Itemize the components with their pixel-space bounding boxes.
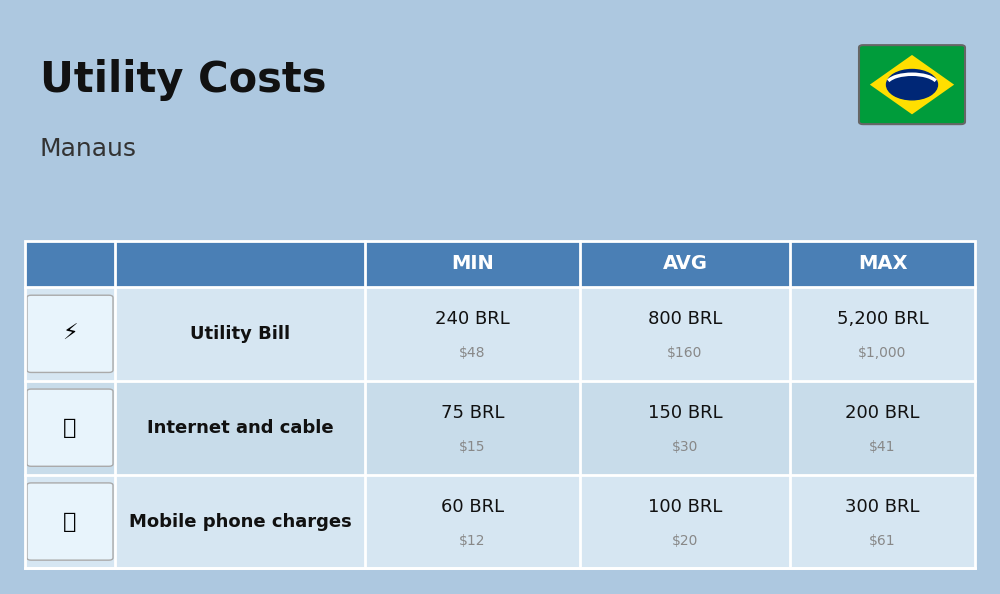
FancyBboxPatch shape (580, 475, 790, 568)
Text: $12: $12 (459, 533, 486, 548)
Text: 150 BRL: 150 BRL (648, 404, 722, 422)
Text: $48: $48 (459, 346, 486, 360)
FancyBboxPatch shape (365, 241, 580, 287)
FancyBboxPatch shape (859, 45, 965, 124)
FancyBboxPatch shape (790, 381, 975, 475)
FancyBboxPatch shape (115, 381, 365, 475)
Text: AVG: AVG (662, 254, 708, 273)
FancyBboxPatch shape (365, 287, 580, 381)
Text: 800 BRL: 800 BRL (648, 310, 722, 328)
Text: 100 BRL: 100 BRL (648, 498, 722, 516)
Text: Utility Costs: Utility Costs (40, 59, 326, 102)
Text: Mobile phone charges: Mobile phone charges (129, 513, 351, 530)
FancyBboxPatch shape (27, 483, 113, 560)
FancyBboxPatch shape (790, 241, 975, 287)
Text: 240 BRL: 240 BRL (435, 310, 510, 328)
FancyBboxPatch shape (115, 241, 365, 287)
Text: $61: $61 (869, 533, 896, 548)
FancyBboxPatch shape (580, 381, 790, 475)
FancyBboxPatch shape (27, 295, 113, 372)
FancyBboxPatch shape (115, 287, 365, 381)
FancyBboxPatch shape (25, 241, 115, 287)
Polygon shape (870, 55, 954, 115)
FancyBboxPatch shape (25, 381, 115, 475)
Text: MAX: MAX (858, 254, 907, 273)
Text: 200 BRL: 200 BRL (845, 404, 920, 422)
Text: $30: $30 (672, 440, 698, 454)
FancyBboxPatch shape (25, 287, 115, 381)
Text: 60 BRL: 60 BRL (441, 498, 504, 516)
FancyBboxPatch shape (365, 381, 580, 475)
FancyBboxPatch shape (115, 475, 365, 568)
Text: Manaus: Manaus (40, 137, 137, 160)
Text: 5,200 BRL: 5,200 BRL (837, 310, 928, 328)
FancyBboxPatch shape (27, 389, 113, 466)
FancyBboxPatch shape (580, 287, 790, 381)
Text: 75 BRL: 75 BRL (441, 404, 504, 422)
FancyBboxPatch shape (365, 475, 580, 568)
Text: $20: $20 (672, 533, 698, 548)
Text: 300 BRL: 300 BRL (845, 498, 920, 516)
FancyBboxPatch shape (25, 475, 115, 568)
FancyBboxPatch shape (790, 475, 975, 568)
FancyBboxPatch shape (580, 241, 790, 287)
Text: $15: $15 (459, 440, 486, 454)
Text: $1,000: $1,000 (858, 346, 907, 360)
Text: $41: $41 (869, 440, 896, 454)
Text: Internet and cable: Internet and cable (147, 419, 333, 437)
FancyBboxPatch shape (790, 287, 975, 381)
Text: 📱: 📱 (63, 511, 77, 532)
Circle shape (887, 69, 937, 100)
Text: 📶: 📶 (63, 418, 77, 438)
Text: Utility Bill: Utility Bill (190, 325, 290, 343)
Text: ⚡: ⚡ (62, 324, 78, 344)
Text: $160: $160 (667, 346, 703, 360)
Text: MIN: MIN (451, 254, 494, 273)
